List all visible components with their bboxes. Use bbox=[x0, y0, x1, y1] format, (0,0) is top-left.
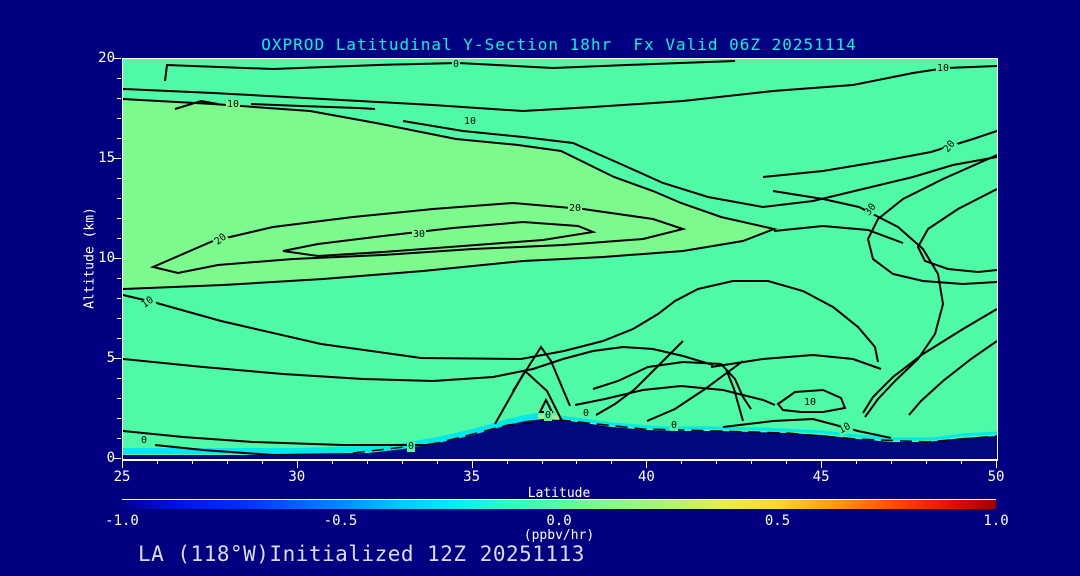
y-minor-tick bbox=[117, 418, 121, 419]
plot-frame: 0 10 10 10 20 30 20 20 30 10 0 0 0 0 0 10 10 bbox=[122, 58, 998, 461]
colorbar-tick-label: 0.0 bbox=[546, 513, 572, 529]
contour-lines bbox=[123, 60, 997, 457]
surface-cyan-strips bbox=[123, 413, 997, 454]
y-minor-tick bbox=[117, 278, 121, 279]
y-tick-label: 20 bbox=[98, 50, 115, 66]
y-minor-tick bbox=[117, 218, 121, 219]
y-minor-tick bbox=[117, 138, 121, 139]
colorbar-tick-label: -1.0 bbox=[105, 513, 139, 529]
x-minor-tick bbox=[226, 460, 228, 464]
y-major-tick bbox=[113, 158, 121, 159]
x-minor-tick bbox=[751, 460, 753, 464]
terrain-edge-line bbox=[352, 419, 997, 454]
y-major-tick bbox=[113, 458, 121, 459]
y-minor-tick bbox=[117, 338, 121, 339]
x-minor-tick bbox=[716, 460, 718, 464]
contour-label: 10 bbox=[935, 63, 951, 74]
x-minor-tick bbox=[961, 460, 963, 464]
x-minor-tick bbox=[401, 460, 403, 464]
x-minor-tick bbox=[436, 460, 438, 464]
x-minor-tick bbox=[891, 460, 893, 464]
x-major-tick bbox=[122, 460, 123, 468]
x-minor-tick bbox=[191, 460, 193, 464]
contour-plot-canvas bbox=[123, 59, 997, 459]
y-tick-label: 5 bbox=[106, 350, 115, 366]
x-tick-label: 35 bbox=[463, 469, 481, 485]
x-minor-tick bbox=[541, 460, 543, 464]
colorbar-tick-label: 0.5 bbox=[764, 513, 791, 529]
y-minor-tick bbox=[117, 178, 121, 179]
x-tick-label: 30 bbox=[288, 469, 306, 485]
x-tick-label: 40 bbox=[637, 469, 655, 485]
x-minor-tick bbox=[331, 460, 333, 464]
y-axis-title: Altitude (km) bbox=[82, 207, 98, 309]
contour-label: 0 bbox=[406, 441, 416, 452]
contour-label: 0 bbox=[139, 435, 149, 446]
contour-green-band-outline bbox=[123, 98, 778, 290]
x-minor-tick bbox=[576, 460, 578, 464]
contour-label: 20 bbox=[567, 203, 583, 214]
y-minor-tick bbox=[117, 238, 121, 239]
y-minor-tick bbox=[117, 298, 121, 299]
contour-label: 0 bbox=[451, 59, 461, 70]
x-minor-tick bbox=[261, 460, 263, 464]
x-tick-label: 50 bbox=[987, 469, 1005, 485]
x-minor-tick bbox=[681, 460, 683, 464]
y-tick-label: 0 bbox=[106, 450, 115, 466]
contour-label: 10 bbox=[462, 116, 478, 127]
x-major-tick bbox=[996, 460, 997, 468]
y-minor-tick bbox=[117, 118, 121, 119]
contour-label: 10 bbox=[802, 397, 818, 408]
contour-label: 10 bbox=[225, 99, 241, 110]
contour-label: 0 bbox=[543, 410, 553, 421]
y-minor-tick bbox=[117, 98, 121, 99]
y-minor-tick bbox=[117, 318, 121, 319]
x-major-tick bbox=[471, 460, 473, 468]
contour-label: 30 bbox=[411, 229, 427, 240]
y-minor-tick bbox=[117, 398, 121, 399]
x-minor-tick bbox=[926, 460, 928, 464]
x-minor-tick bbox=[786, 460, 788, 464]
y-minor-tick bbox=[117, 378, 121, 379]
terrain-silhouette bbox=[123, 419, 997, 459]
x-major-tick bbox=[646, 460, 648, 468]
x-minor-tick bbox=[856, 460, 858, 464]
y-major-tick bbox=[113, 258, 121, 259]
x-major-tick bbox=[296, 460, 298, 468]
x-minor-tick bbox=[366, 460, 368, 464]
x-minor-tick bbox=[156, 460, 158, 464]
y-tick-label: 10 bbox=[98, 250, 115, 266]
x-major-tick bbox=[821, 460, 823, 468]
x-tick-label: 45 bbox=[812, 469, 830, 485]
y-minor-tick bbox=[117, 198, 121, 199]
chart-title: OXPROD Latitudinal Y-Section 18hr Fx Val… bbox=[261, 35, 857, 54]
x-minor-tick bbox=[506, 460, 508, 464]
y-tick-label: 15 bbox=[98, 150, 115, 166]
y-minor-tick bbox=[117, 78, 121, 79]
contour-label: 0 bbox=[669, 420, 679, 431]
colorbar-gradient bbox=[122, 499, 996, 509]
y-minor-tick bbox=[117, 438, 121, 439]
x-minor-tick bbox=[611, 460, 613, 464]
footer-run-info: LA (118°W)Initialized 12Z 20251113 bbox=[138, 542, 585, 566]
colorbar-tick-label: -0.5 bbox=[323, 513, 358, 529]
colorbar-unit-label: (ppbv/hr) bbox=[523, 528, 595, 543]
x-axis-title: Latitude bbox=[527, 486, 591, 501]
contour-label: 0 bbox=[581, 408, 591, 419]
colorbar-tick-label: 1.0 bbox=[983, 513, 1009, 529]
y-major-tick bbox=[113, 58, 121, 59]
y-major-tick bbox=[113, 358, 121, 359]
x-tick-label: 25 bbox=[113, 469, 131, 485]
